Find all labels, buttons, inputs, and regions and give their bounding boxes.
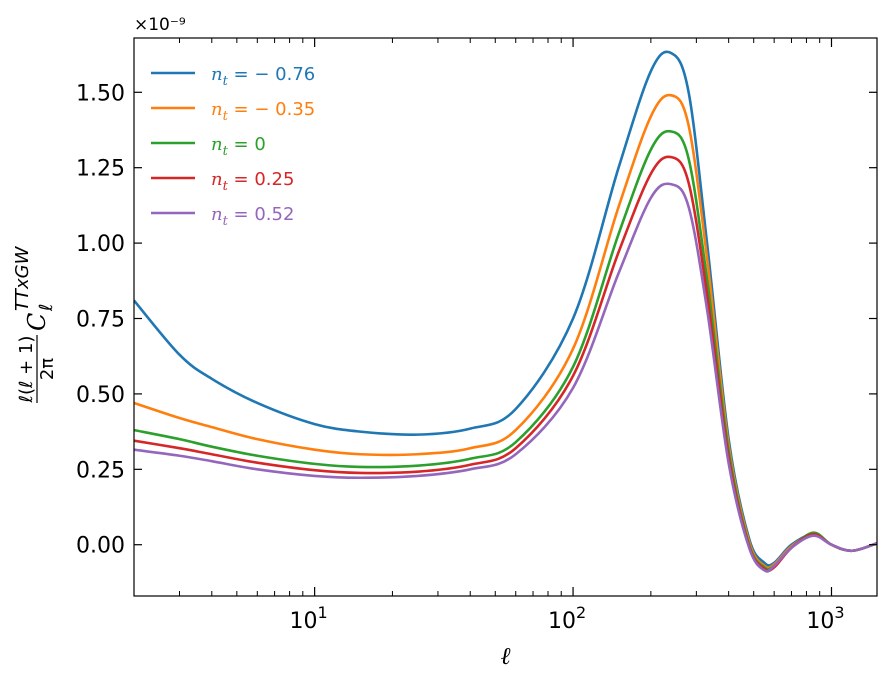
series-line-0: [134, 50, 877, 567]
y-tick-label: 0.25: [76, 458, 125, 483]
y-axis-label: ℓ(ℓ + 1) 2π C TTxGW ℓ: [12, 245, 58, 403]
y-tick-label: 1.25: [76, 157, 125, 182]
y-label-superscript: TTxGW: [12, 245, 33, 311]
y-tick-label: 0.50: [76, 383, 125, 408]
y-label-numerator: ℓ(ℓ + 1): [16, 336, 37, 404]
legend: nt = − 0.76 nt = − 0.35 nt = 0 nt = 0.25 nt …: [151, 64, 315, 229]
x-axis-ticks: 101 102 103: [133, 38, 845, 634]
legend-label-0: nt = − 0.76: [211, 64, 315, 89]
y-offset-label: ×10⁻⁹: [134, 15, 186, 35]
x-tick-label: 102: [548, 603, 586, 634]
axes-frame: [133, 37, 878, 597]
y-tick-label: 0.00: [76, 534, 125, 559]
series-line-4: [134, 182, 877, 573]
series-line-1: [134, 93, 877, 570]
x-axis-label-text: ℓ: [501, 642, 511, 670]
y-label-subscript: ℓ: [36, 304, 57, 312]
y-tick-label: 1.50: [76, 81, 125, 106]
x-tick-label: 103: [806, 603, 844, 634]
legend-label-3: nt = 0.25: [211, 169, 294, 194]
series-line-2: [134, 129, 877, 571]
y-label-denominator: 2π: [37, 358, 58, 380]
y-axis-ticks: 0.00 0.25 0.50 0.75 1.00 1.25 1.50: [76, 81, 877, 559]
y-tick-label: 0.75: [76, 308, 125, 333]
y-tick-label: 1.00: [76, 232, 125, 257]
legend-label-4: nt = 0.52: [211, 204, 294, 229]
legend-label-1: nt = − 0.35: [211, 99, 315, 124]
legend-label-2: nt = 0: [211, 134, 266, 159]
x-axis-label: ℓ: [501, 642, 511, 670]
data-curves: [134, 50, 877, 573]
y-label-symbol: C: [23, 313, 51, 331]
x-tick-label: 101: [290, 603, 328, 634]
